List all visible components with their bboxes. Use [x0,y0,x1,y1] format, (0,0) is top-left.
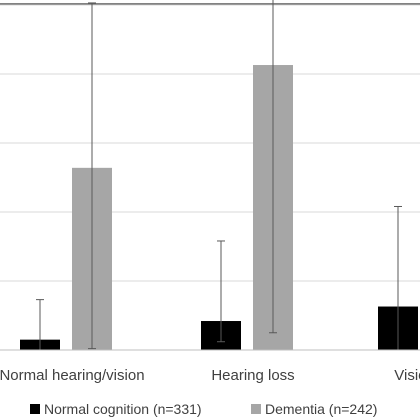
x-tick-label: Normal hearing/vision [0,367,145,384]
legend-label-normal-cognition: Normal cognition (n=331) [44,401,202,417]
legend: Normal cognition (n=331) Dementia (n=242… [30,401,377,417]
bars [20,65,418,350]
error-bars [36,0,402,351]
x-tick-label: Hearing loss [211,367,294,384]
gridlines [0,4,420,282]
legend-swatch-normal-cognition [30,404,40,414]
legend-label-dementia: Dementia (n=242) [265,401,377,417]
legend-swatch-dementia [251,404,261,414]
x-tick-label: Vision loss [394,367,420,384]
x-tick-labels: Normal hearing/vision Hearing loss Visio… [0,367,420,384]
